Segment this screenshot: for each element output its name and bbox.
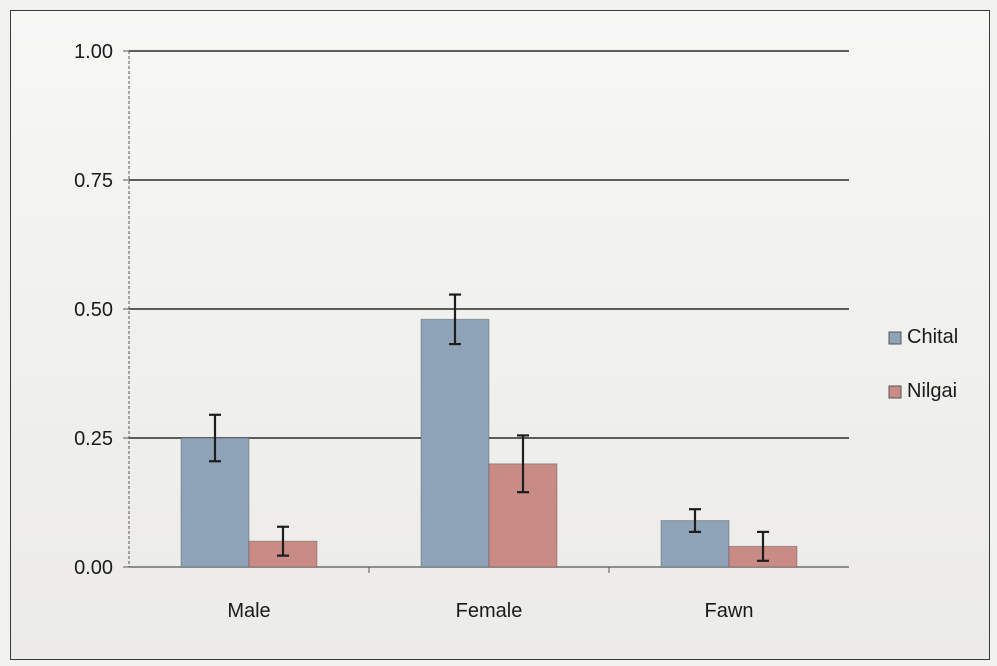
legend-label: Chital	[907, 326, 958, 348]
error-bar-chital-male	[209, 413, 221, 463]
legend-label: Nilgai	[907, 380, 957, 402]
x-category-label: Female	[456, 600, 523, 622]
legend-swatch	[888, 385, 902, 399]
y-tick-label: 0.00	[74, 557, 113, 579]
bar-chart: 0.00 0.25 0.50 0.75 1.00 Male Female Fawn Chita…	[74, 41, 958, 622]
error-bar-nilgai-fawn	[757, 530, 769, 562]
error-bar-nilgai-male	[277, 525, 289, 557]
x-category-label: Fawn	[705, 600, 754, 622]
error-bar-chital-fawn	[689, 508, 701, 534]
bars	[180, 293, 798, 568]
y-tick-label: 1.00	[74, 41, 113, 63]
error-bar-nilgai-female	[517, 434, 529, 494]
y-tick-label: 0.75	[74, 170, 113, 192]
y-tick-label: 0.25	[74, 428, 113, 450]
legend-swatch	[888, 331, 902, 345]
labels: 0.00 0.25 0.50 0.75 1.00 Male Female Fawn	[74, 41, 753, 622]
legend-item-nilgai: Nilgai	[888, 380, 957, 402]
error-bar-chital-female	[449, 293, 461, 346]
legend: Chital Nilgai	[888, 326, 958, 402]
legend-item-chital: Chital	[888, 326, 958, 348]
bar-chital-female	[420, 318, 490, 568]
chart-frame: 0.00 0.25 0.50 0.75 1.00 Male Female Fawn Chita…	[10, 10, 990, 660]
x-category-label: Male	[227, 600, 270, 622]
y-tick-label: 0.50	[74, 299, 113, 321]
